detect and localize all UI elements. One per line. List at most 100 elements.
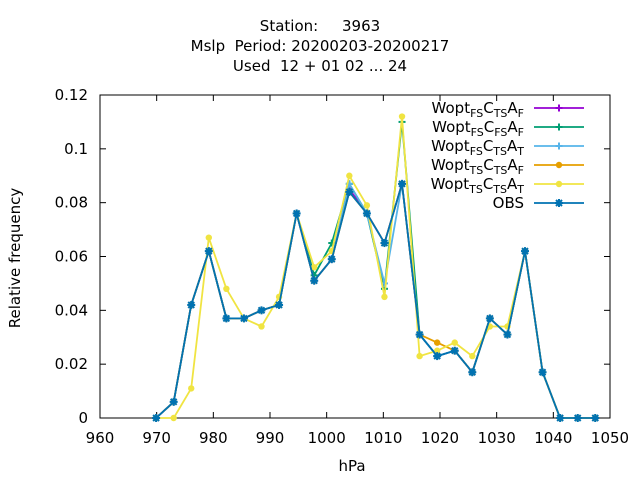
x-tick-label: 1020 (421, 429, 459, 447)
data-point (187, 300, 196, 309)
legend-label: WoptFSCTSAT (431, 137, 524, 158)
x-tick-label: 970 (142, 429, 171, 447)
data-point (310, 276, 319, 285)
data-point (451, 339, 458, 346)
legend-subscript: F (518, 107, 524, 120)
y-tick-label: 0.08 (55, 194, 88, 212)
legend-letter: C (483, 137, 493, 155)
x-tick-label: 1000 (308, 429, 346, 447)
legend-subscript: FS (470, 145, 483, 158)
legend-letter: A (507, 156, 518, 174)
legend-label-main: OBS (493, 194, 524, 212)
data-point (380, 239, 389, 248)
legend-label: OBS (493, 194, 524, 212)
data-point (538, 368, 547, 377)
data-point (433, 339, 441, 346)
marker-stroke (380, 239, 389, 247)
series-s6 (152, 179, 600, 422)
legend-marker (555, 199, 563, 207)
data-point (327, 255, 336, 264)
series-layer (152, 113, 600, 422)
marker-stroke (275, 301, 283, 309)
data-point (346, 172, 353, 179)
marker-stroke (433, 352, 441, 360)
x-tick-label: 1050 (591, 429, 629, 447)
marker-stroke (415, 330, 424, 339)
legend-label-main: Wopt (431, 156, 470, 174)
data-point (450, 346, 459, 355)
data-point (170, 414, 177, 422)
legend-marker (555, 104, 563, 112)
legend-label-main: Wopt (431, 175, 470, 193)
legend-label: WoptTSCTSAF (431, 156, 524, 177)
data-point (239, 314, 248, 323)
y-tick-label: 0 (78, 409, 88, 427)
x-tick-label: 1040 (534, 429, 572, 447)
marker-stroke (573, 414, 582, 422)
data-point (188, 385, 195, 392)
data-point (415, 330, 424, 339)
marker-stroke (152, 414, 160, 422)
legend-entry-s6: OBS (493, 194, 584, 212)
marker-stroke (345, 188, 354, 196)
marker-stroke (468, 368, 477, 376)
legend-entry-s1: WoptFSCTSAF (432, 99, 584, 120)
legend-letter: A (507, 175, 518, 193)
legend-subscript: TS (493, 164, 508, 177)
data-point (573, 414, 582, 422)
marker-stroke (257, 306, 266, 315)
legend-marker (555, 142, 563, 150)
marker-stroke (205, 247, 213, 255)
legend-subscript: F (518, 164, 524, 177)
plot-border (99, 94, 611, 419)
data-point (258, 323, 265, 330)
legend-label-main: Wopt (432, 118, 471, 136)
marker-stroke (538, 368, 547, 376)
data-point (362, 209, 371, 218)
series-line (155, 121, 596, 419)
marker-stroke (591, 414, 599, 422)
legend-letter: C (483, 175, 493, 193)
data-point (468, 368, 477, 377)
data-point (591, 414, 600, 422)
data-point (169, 397, 178, 406)
legend-subscript: TS (492, 183, 507, 196)
x-tick-label: 1030 (478, 429, 516, 447)
legend: WoptFSCTSAFWoptFSCFSAFWoptFSCTSATWoptTSC… (431, 99, 584, 212)
data-point (223, 285, 230, 292)
y-tick-label: 0.1 (64, 140, 88, 158)
axes: 960 970 980 990 1000 1010 1020 1030 1040 1050 0 0.0… (55, 86, 630, 447)
data-point (204, 247, 213, 256)
data-point (469, 352, 476, 360)
series-s5 (152, 113, 599, 422)
marker-stroke (169, 398, 178, 406)
chart-title-line-2: Mslp Period: 20200203-20200217 (190, 37, 450, 55)
x-tick-label: 980 (199, 429, 228, 447)
data-point (152, 414, 161, 422)
data-point (416, 352, 423, 360)
data-point (433, 347, 441, 354)
x-tick-label: 1010 (364, 429, 402, 447)
data-point (345, 187, 354, 196)
data-point (222, 314, 231, 323)
series-line (155, 182, 596, 419)
legend-label-main: Wopt (431, 137, 470, 155)
legend-subscript: TS (492, 145, 507, 158)
legend-subscript: TS (493, 107, 508, 120)
chart-title-line-3: Used 12 + 01 02 ... 24 (232, 57, 408, 75)
y-tick-label: 0.12 (55, 86, 88, 104)
legend-letter: C (483, 99, 493, 117)
data-point (311, 264, 318, 271)
data-point (363, 202, 371, 209)
y-tick-label: 0.02 (55, 355, 88, 373)
data-point (398, 179, 407, 188)
legend-label: WoptFSCTSAF (432, 99, 524, 120)
legend-entry-s3: WoptFSCTSAT (431, 137, 584, 158)
data-point (521, 247, 529, 256)
x-tick-label: 960 (86, 429, 115, 447)
legend-subscript: TS (469, 164, 484, 177)
legend-subscript: FS (470, 107, 483, 120)
y-axis-label: Relative frequency (6, 188, 24, 329)
legend-subscript: TS (468, 183, 483, 196)
data-point (205, 234, 212, 241)
